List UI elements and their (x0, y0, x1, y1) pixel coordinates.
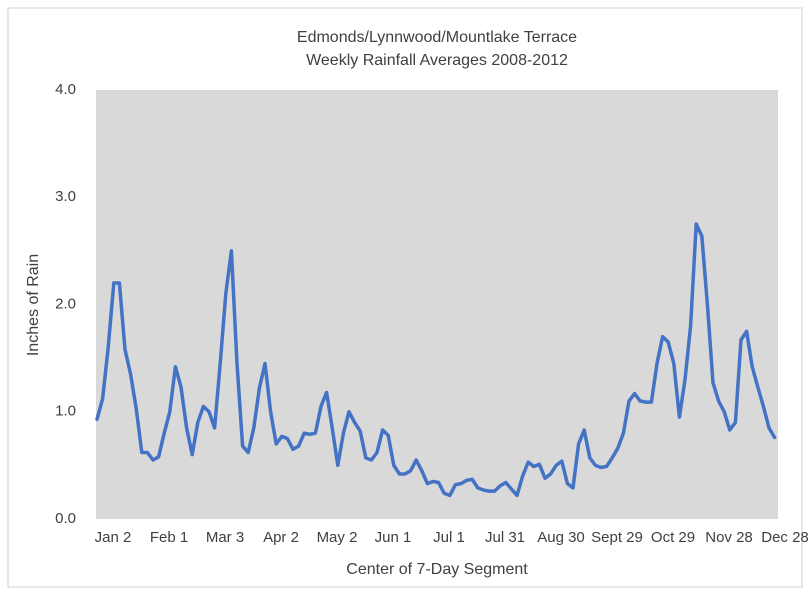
plot-area (96, 90, 778, 519)
x-tick-label: Mar 3 (206, 529, 244, 546)
x-tick-label: Feb 1 (150, 529, 188, 546)
x-tick-label: Jul 31 (485, 529, 525, 546)
y-axis-title: Inches of Rain (25, 254, 42, 356)
chart-title: Edmonds/Lynnwood/Mountlake Terrace (297, 29, 577, 46)
y-tick-label: 3.0 (55, 188, 76, 205)
x-tick-label: Jun 1 (375, 529, 412, 546)
x-tick-label: Dec 28 (761, 529, 809, 546)
x-axis-title: Center of 7-Day Segment (346, 561, 528, 578)
x-tick-label: Jan 2 (95, 529, 132, 546)
x-tick-label: Nov 28 (705, 529, 753, 546)
x-tick-label: Apr 2 (263, 529, 299, 546)
y-tick-label: 1.0 (55, 403, 76, 420)
x-tick-label: May 2 (317, 529, 358, 546)
data-line (95, 222, 777, 498)
y-tick-label: 0.0 (55, 510, 76, 527)
x-tick-label: Oct 29 (651, 529, 695, 546)
x-tick-label: Jul 1 (433, 529, 465, 546)
x-tick-label: Aug 30 (537, 529, 585, 546)
chart-subtitle: Weekly Rainfall Averages 2008-2012 (306, 52, 568, 69)
y-tick-label: 2.0 (55, 295, 76, 312)
y-tick-label: 4.0 (55, 81, 76, 98)
x-tick-label: Sept 29 (591, 529, 643, 546)
